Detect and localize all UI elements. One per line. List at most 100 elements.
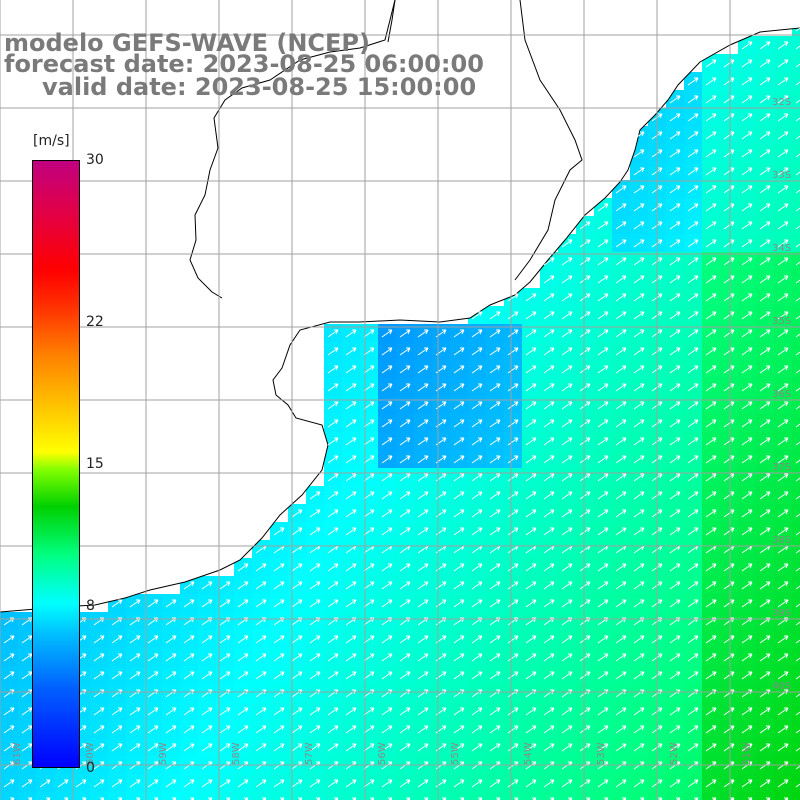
wind-arrow [723,347,735,356]
wind-arrow [489,581,501,590]
wind-arrow [273,527,285,536]
wind-arrow [525,581,537,590]
wind-arrow [777,329,789,338]
wind-arrow [561,527,573,536]
lon-label: 59W [158,742,169,765]
wind-arrow [597,509,609,518]
wind-arrow [669,167,681,176]
wind-arrow [381,653,393,662]
wind-arrow [730,797,735,800]
wind-arrow [309,509,321,518]
wind-arrow [597,239,609,248]
wind-arrow [705,311,717,320]
wind-arrow [795,405,800,410]
wind-arrow [183,725,195,734]
wind-cell [324,792,342,800]
wind-arrow [687,527,699,536]
wind-arrow [237,599,249,608]
wind-arrow [291,653,303,662]
wind-arrow [147,653,159,662]
wind-arrow [759,275,771,284]
wind-arrow [633,167,645,176]
wind-cell [630,792,648,800]
wind-arrow [345,707,357,716]
wind-arrow [723,635,735,644]
wind-arrow [669,149,681,158]
wind-arrow [615,311,627,320]
wind-arrow [525,599,537,608]
wind-cell [18,792,36,800]
wind-arrow [615,293,627,302]
wind-cell [792,198,800,216]
wind-arrow [381,581,393,590]
wind-arrow [525,365,537,374]
wind-arrow [633,473,645,482]
wind-cell [792,342,800,360]
wind-arrow [489,329,501,338]
wind-arrow [597,383,609,392]
wind-arrow [633,365,645,374]
wind-arrow [615,239,627,248]
wind-arrow [525,293,537,302]
wind-arrow [579,221,591,230]
wind-arrow [363,329,375,338]
wind-cell [54,792,72,800]
wind-arrow [201,707,213,716]
wind-arrow [687,653,699,662]
wind-arrow [759,419,771,428]
wind-arrow [705,131,717,140]
wind-arrow [579,527,591,536]
wind-arrow [309,491,321,500]
wind-arrow [363,725,375,734]
wind-arrow [291,743,303,752]
wind-arrow [172,797,177,800]
wind-arrow [129,653,141,662]
wind-arrow [525,779,537,788]
wind-arrow [741,725,753,734]
wind-arrow [669,455,681,464]
wind-arrow [183,671,195,680]
wind-arrow [327,329,339,338]
wind-arrow [669,239,681,248]
coastline-line [0,27,800,613]
wind-arrow [345,419,357,428]
wind-arrow [309,725,321,734]
wind-arrow [3,743,15,752]
wind-cell [792,180,800,198]
wind-arrow [561,455,573,464]
wind-arrow [471,671,483,680]
wind-arrow [363,347,375,356]
wind-arrow [327,383,339,392]
wind-arrow [669,671,681,680]
wind-arrow [705,293,717,302]
wind-arrow [777,293,789,302]
wind-arrow [291,779,303,788]
wind-cell [792,774,800,792]
wind-arrow [687,725,699,734]
wind-arrow [777,779,789,788]
wind-arrow [795,675,800,680]
wind-arrow [327,671,339,680]
wind-arrow [543,671,555,680]
wind-arrow [111,653,123,662]
wind-cell [396,792,414,800]
wind-cell [288,792,306,800]
wind-arrow [759,671,771,680]
wind-arrow [741,149,753,158]
wind-arrow [417,329,429,338]
wind-arrow [39,779,51,788]
wind-arrow [723,437,735,446]
wind-arrow [219,743,231,752]
wind-arrow [327,779,339,788]
wind-arrow [399,743,411,752]
wind-arrow [615,185,627,194]
wind-arrow [777,581,789,590]
wind-cell [558,792,576,800]
wind-arrow [219,599,231,608]
wind-arrow [687,455,699,464]
wind-arrow [453,635,465,644]
wind-arrow [669,311,681,320]
wind-arrow [417,563,429,572]
wind-arrow [579,311,591,320]
wind-arrow [633,401,645,410]
